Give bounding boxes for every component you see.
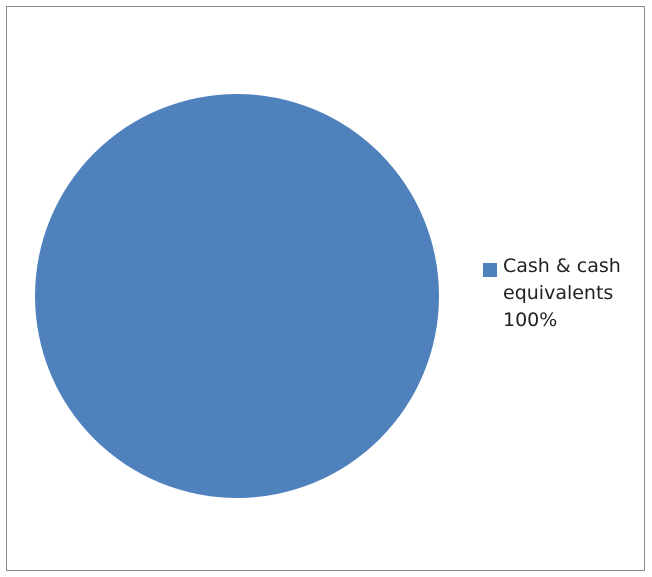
legend-percent-text: 100% [503, 309, 558, 331]
legend-swatch [483, 263, 497, 277]
chart-area: Cash & cash equivalents 100% [6, 6, 645, 571]
pie-slice-0 [35, 94, 439, 498]
legend-item: Cash & cash equivalents 100% [483, 253, 643, 334]
pie-slices [35, 94, 439, 498]
legend: Cash & cash equivalents 100% [483, 253, 643, 334]
legend-label: Cash & cash equivalents 100% [503, 253, 643, 334]
legend-label-text: Cash & cash equivalents [503, 255, 621, 304]
pie-chart [35, 94, 439, 498]
